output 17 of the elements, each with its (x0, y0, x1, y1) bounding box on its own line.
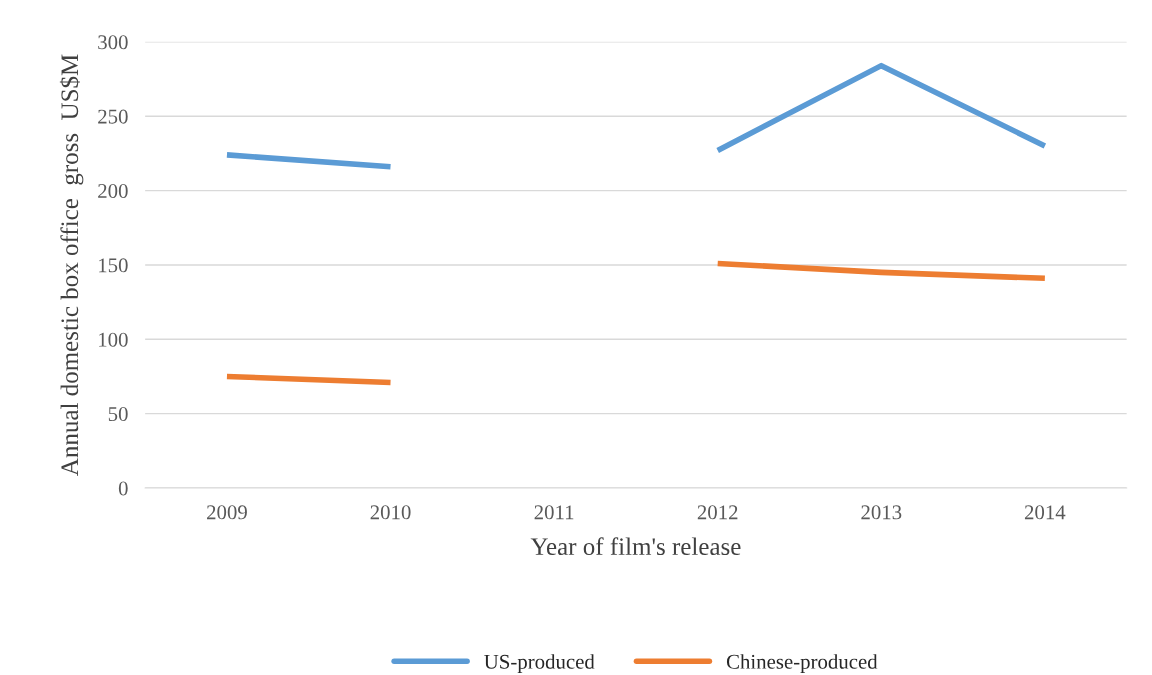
x-tick-label: 2012 (697, 505, 738, 520)
y-tick-label: 250 (98, 109, 128, 124)
legend-label: US-produced (484, 654, 595, 674)
y-tick-label: 100 (99, 332, 128, 347)
y-tick-label: 150 (99, 258, 128, 273)
x-tick-label: 2009 (207, 505, 247, 520)
x-tick-label: 2013 (861, 505, 902, 520)
y-tick-label: 300 (98, 35, 128, 50)
legend-label: Chinese-produced (726, 654, 878, 674)
x-tick-label: 2011 (534, 505, 574, 520)
y-tick-label: 50 (108, 407, 128, 422)
x-tick-label: 2010 (370, 505, 411, 520)
y-tick-label: 0 (118, 481, 128, 496)
x-tick-label: 2014 (1024, 505, 1066, 520)
x-axis-title: Year of film's release (530, 537, 741, 556)
y-axis-title: Annual domestic box office gross US$M (59, 54, 84, 476)
y-tick-label: 200 (98, 183, 128, 199)
